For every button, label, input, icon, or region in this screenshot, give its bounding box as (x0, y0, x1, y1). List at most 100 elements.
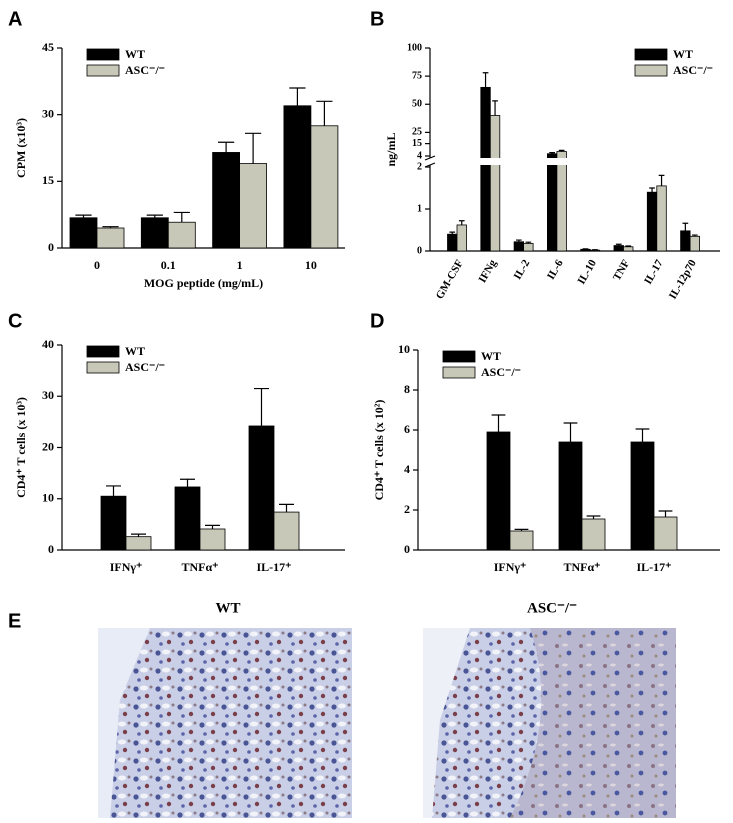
error-bar (615, 243, 622, 246)
legend-label: ASC⁻/⁻ (481, 365, 521, 379)
error-bar (102, 226, 119, 228)
y-tick-label: 0 (48, 240, 54, 254)
bar (273, 511, 300, 551)
bar (456, 224, 467, 252)
bar (100, 495, 127, 551)
bar (547, 153, 558, 252)
bar (174, 486, 201, 551)
y-tick-label: 50 (412, 99, 422, 110)
error-bar (75, 214, 92, 218)
x-tick-label: IL-17⁺ (636, 560, 671, 574)
x-tick-label: IL-2 (512, 257, 533, 281)
bar (630, 441, 655, 551)
y-tick-label: 10 (42, 491, 54, 505)
y-tick-label: 10 (398, 342, 410, 356)
error-bar (692, 234, 698, 237)
error-bar (525, 241, 532, 244)
legend-swatch (442, 350, 476, 363)
axis-break-mark (424, 155, 436, 168)
y-tick-label: 4 (404, 462, 410, 476)
error-bar (649, 187, 655, 193)
y-axis-label: CD4⁺ T cells (x 10²) (372, 400, 386, 501)
bar (613, 245, 624, 252)
legend-label: WT (673, 47, 693, 61)
error-bar (549, 152, 555, 154)
error-bar (289, 87, 306, 106)
image-panel: E WT ASC⁻/⁻ (8, 600, 676, 818)
bar (248, 425, 275, 551)
y-tick-label: 75 (412, 70, 422, 81)
y-axis-label: ng/mL (384, 132, 398, 166)
bar (69, 217, 98, 249)
bar (199, 528, 226, 551)
x-axis-label: MOG peptide (mg/mL) (144, 276, 263, 290)
error-bar (254, 387, 269, 426)
bar (653, 516, 678, 551)
x-tick-label: TNF (611, 258, 633, 283)
panel-letter: B (370, 8, 384, 30)
bar (680, 230, 691, 252)
bar (212, 152, 241, 249)
bar (689, 235, 700, 252)
error-bar (492, 100, 498, 116)
bar (489, 115, 501, 252)
error-bar (449, 231, 456, 235)
error-bar (586, 515, 601, 519)
y-axis-label: CPM (x10³) (14, 118, 28, 178)
y-tick-label: 15 (42, 173, 54, 187)
legend-label: WT (125, 47, 145, 61)
panel-letter: A (8, 8, 22, 30)
y-axis-label: CD4⁺ T cells (x 10³) (14, 397, 28, 498)
bar (656, 185, 667, 252)
legend-label: WT (481, 349, 501, 363)
bar (556, 151, 567, 252)
error-bar (106, 485, 121, 497)
bar (523, 243, 534, 252)
error-bar (458, 220, 465, 225)
bar (239, 163, 268, 249)
legend-swatch (634, 48, 668, 61)
panel-letter: E (8, 610, 21, 632)
error-bar (558, 149, 565, 152)
x-tick-label: TNFα⁺ (181, 560, 218, 574)
axis-break (422, 158, 720, 165)
y-tick-label: 1 (417, 203, 422, 214)
bar (558, 441, 583, 551)
legend-swatch (86, 64, 120, 77)
error-bar (514, 528, 529, 531)
error-bar (625, 245, 632, 247)
bar (125, 536, 152, 551)
bar (283, 105, 312, 249)
y-tick-label: 25 (412, 127, 422, 138)
y-tick-label: 6 (404, 422, 410, 436)
error-bar (482, 72, 489, 88)
y-tick-label: 2 (404, 502, 410, 516)
bar (581, 518, 606, 551)
bar (167, 221, 196, 249)
bar (486, 431, 511, 551)
legend-swatch (86, 361, 120, 374)
bar (96, 227, 125, 249)
x-tick-label: 0.1 (161, 258, 176, 272)
y-tick-label: 0 (404, 542, 410, 556)
error-bar (491, 414, 506, 432)
bar (310, 125, 339, 249)
y-tick-label: 4 (417, 150, 422, 161)
error-bar (635, 428, 650, 442)
y-tick-label: 0 (417, 245, 422, 256)
y-tick-label: 2 (417, 161, 422, 172)
error-bar (658, 510, 673, 517)
y-tick-label: 20 (42, 439, 54, 453)
y-tick-label: 40 (42, 337, 54, 351)
x-tick-label: IFNγ⁺ (110, 560, 143, 574)
error-bar (146, 214, 163, 218)
bar (509, 530, 534, 551)
legend-label: WT (125, 344, 145, 358)
image-label: ASC⁻/⁻ (527, 600, 577, 616)
y-tick-label: 45 (42, 40, 54, 54)
error-bar (316, 100, 333, 126)
bar (580, 248, 591, 252)
legend-swatch (442, 366, 476, 379)
x-tick-label: IL-17 (642, 257, 666, 286)
